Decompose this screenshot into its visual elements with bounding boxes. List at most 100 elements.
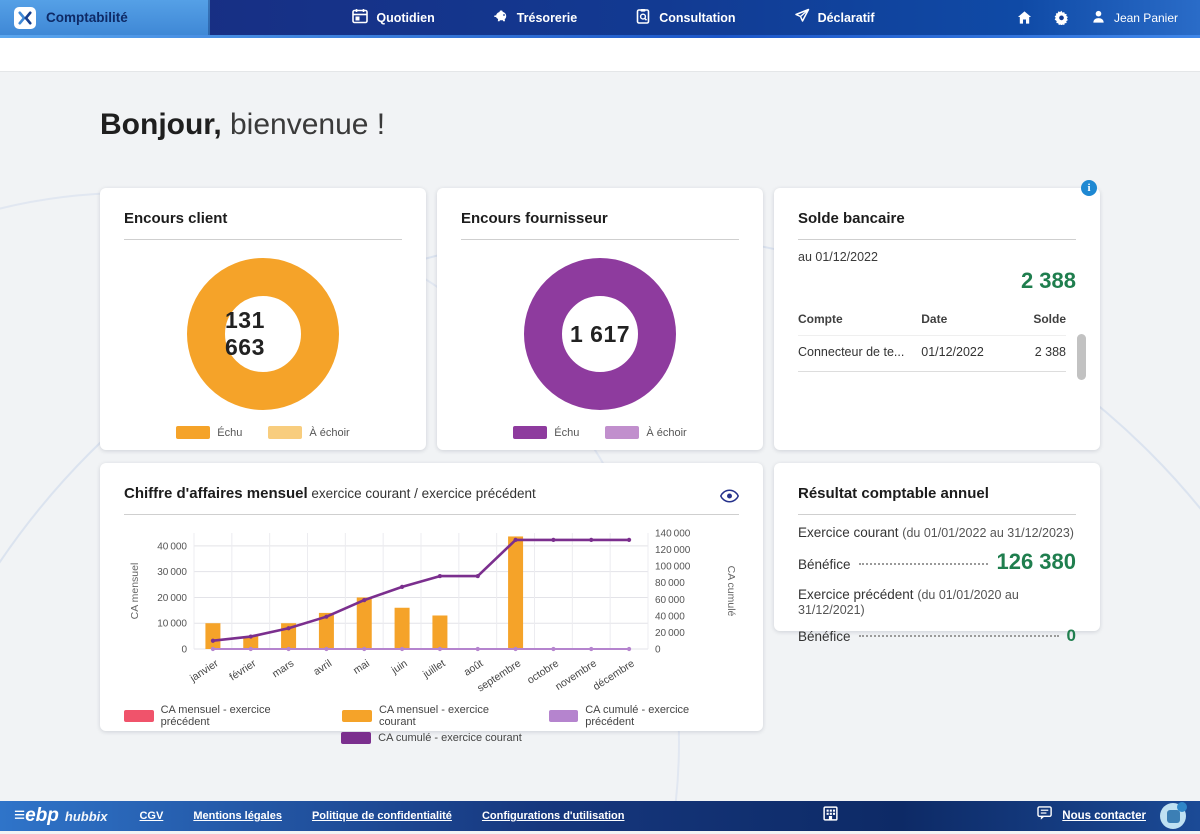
line-point-décembre[interactable] xyxy=(626,537,632,543)
exercice-period: (du 01/01/2022 au 31/12/2023) xyxy=(902,526,1074,540)
footer: ≡ebp hubbix CGV Mentions légales Politiq… xyxy=(0,801,1200,831)
legend-item: Échu xyxy=(513,426,579,439)
benefit-value: 126 380 xyxy=(996,549,1076,574)
benefit-row: Bénéfice 126 380 xyxy=(798,549,1076,575)
line-point-mai[interactable] xyxy=(362,646,367,652)
x-axis-label: mars xyxy=(270,657,296,680)
bar-février[interactable] xyxy=(243,636,259,649)
y-axis-tick-left: 10 000 xyxy=(157,619,187,630)
table-row[interactable]: Connecteur de te... 01/12/2022 2 388 xyxy=(798,335,1066,372)
donut-chart-encours-fournisseur[interactable]: 1 617 xyxy=(524,258,676,410)
line-point-novembre[interactable] xyxy=(589,537,594,543)
line-point-septembre[interactable] xyxy=(513,537,518,543)
greeting-bold: Bonjour, xyxy=(100,108,222,141)
chart-subtitle: exercice courant / exercice précédent xyxy=(307,486,536,501)
x-axis-label: février xyxy=(227,657,258,683)
line-series[interactable] xyxy=(212,538,630,643)
donut-value: 131 663 xyxy=(225,307,265,360)
link-cgv[interactable]: CGV xyxy=(139,810,164,822)
line-point-octobre[interactable] xyxy=(551,537,556,543)
chat-icon xyxy=(1037,806,1054,826)
building-icon[interactable] xyxy=(822,805,839,827)
line-point-juillet[interactable] xyxy=(437,573,443,579)
ebp-x-logo-icon xyxy=(14,6,36,29)
main-area: Bonjour, bienvenue ! Encours client 131 … xyxy=(0,72,1200,801)
line-point-mars[interactable] xyxy=(286,626,291,631)
cell-date: 01/12/2022 xyxy=(921,335,1008,372)
eye-icon[interactable] xyxy=(720,489,739,503)
nav-item-declaratif[interactable]: Déclaratif xyxy=(794,8,875,27)
header-strip xyxy=(0,35,1200,72)
col-header-solde: Solde xyxy=(1033,312,1066,326)
nav-item-tresorerie[interactable]: Trésorerie xyxy=(493,8,577,27)
chat-widget-icon[interactable] xyxy=(1160,802,1187,829)
card-solde-bancaire: i Solde bancaire au 01/12/2022 2 388 Com… xyxy=(774,180,1100,450)
donut-value: 1 617 xyxy=(569,320,631,347)
line-point-avril[interactable] xyxy=(324,614,329,619)
card-title: Résultat comptable annuel xyxy=(798,485,989,502)
y-axis-tick-left: 0 xyxy=(181,645,187,656)
nav-item-quotidien[interactable]: Quotidien xyxy=(352,8,435,27)
link-mentions-legales[interactable]: Mentions légales xyxy=(193,810,282,822)
card-resultat-annuel: Résultat comptable annuel Exercice coura… xyxy=(774,463,1100,645)
link-configurations-utilisation[interactable]: Configurations d'utilisation xyxy=(481,810,625,822)
line-point-janvier[interactable] xyxy=(210,638,216,643)
info-icon[interactable]: i xyxy=(1081,180,1097,196)
line-point-novembre[interactable] xyxy=(589,646,594,652)
line-point-août[interactable] xyxy=(475,573,480,579)
legend-swatch xyxy=(548,710,579,722)
line-point-février[interactable] xyxy=(248,634,253,639)
exercice-precedent-line: Exercice précédent (du 01/01/2020 au 31/… xyxy=(798,587,1076,617)
line-point-juin[interactable] xyxy=(399,584,405,589)
line-point-janvier[interactable] xyxy=(210,646,216,652)
donut-chart-encours-client[interactable]: 131 663 xyxy=(187,258,339,410)
bar-juillet[interactable] xyxy=(432,615,448,649)
line-point-février[interactable] xyxy=(248,646,253,652)
user-name: Jean Panier xyxy=(1113,10,1178,25)
legend-item: CA cumulé - exercice courant xyxy=(341,732,522,744)
line-point-mars[interactable] xyxy=(286,646,291,652)
line-point-septembre[interactable] xyxy=(513,646,518,652)
x-axis-label: septembre xyxy=(475,657,523,693)
exercice-label: Exercice précédent xyxy=(798,587,918,602)
link-politique-confidentialite[interactable]: Politique de confidentialité xyxy=(311,810,452,822)
user-menu[interactable]: Jean Panier xyxy=(1091,9,1178,27)
cell-solde: 2 388 xyxy=(1007,335,1066,372)
line-point-juin[interactable] xyxy=(399,646,405,652)
bar-mai[interactable] xyxy=(356,597,372,649)
line-point-août[interactable] xyxy=(475,646,480,652)
contact-link[interactable]: Nous contacter xyxy=(1062,810,1146,822)
line-point-juillet[interactable] xyxy=(437,646,443,652)
x-axis-label: avril xyxy=(311,657,334,678)
x-axis-label: janvier xyxy=(187,657,221,685)
ebp-hubbix-logo[interactable]: ≡ebp hubbix xyxy=(14,805,107,827)
card-title: Encours fournisseur xyxy=(461,210,608,227)
line-point-avril[interactable] xyxy=(324,646,329,652)
page-greeting: Bonjour, bienvenue ! xyxy=(100,108,1100,142)
y-axis-label-right: CA cumulé xyxy=(725,566,736,617)
card-encours-fournisseur: Encours fournisseur 1 617 Échu À échoir xyxy=(437,188,763,450)
table-scrollbar[interactable] xyxy=(1077,334,1086,380)
nav-item-consultation[interactable]: Consultation xyxy=(635,8,736,27)
y-axis-tick-right: 40 000 xyxy=(655,611,685,622)
module-tab-comptabilite[interactable]: Comptabilité xyxy=(0,0,210,35)
bar-janvier[interactable] xyxy=(205,623,221,649)
line-point-décembre[interactable] xyxy=(626,646,632,652)
bar-juin[interactable] xyxy=(394,607,410,649)
x-axis-label: mai xyxy=(351,657,372,676)
legend-swatch xyxy=(341,732,372,744)
legend-label: CA cumulé - exercice précédent xyxy=(585,704,690,728)
y-axis-tick-right: 120 000 xyxy=(655,545,691,556)
bar-avril[interactable] xyxy=(318,612,334,649)
bar-septembre[interactable] xyxy=(508,536,524,649)
legend-swatch xyxy=(176,426,211,439)
card-encours-client: Encours client 131 663 Échu À échoir xyxy=(100,188,426,450)
home-icon[interactable] xyxy=(1017,10,1032,25)
line-point-octobre[interactable] xyxy=(551,646,556,652)
y-axis-tick-left: 40 000 xyxy=(157,541,187,552)
chart-title: Chiffre d'affaires mensuel xyxy=(124,485,308,502)
line-point-mai[interactable] xyxy=(362,598,367,603)
gear-icon[interactable] xyxy=(1054,10,1069,25)
calendar-icon xyxy=(352,8,369,27)
revenue-combo-chart[interactable]: 0 10 000 20 000 30 000 40 000 0 20 000 40 000 60… xyxy=(124,525,737,695)
